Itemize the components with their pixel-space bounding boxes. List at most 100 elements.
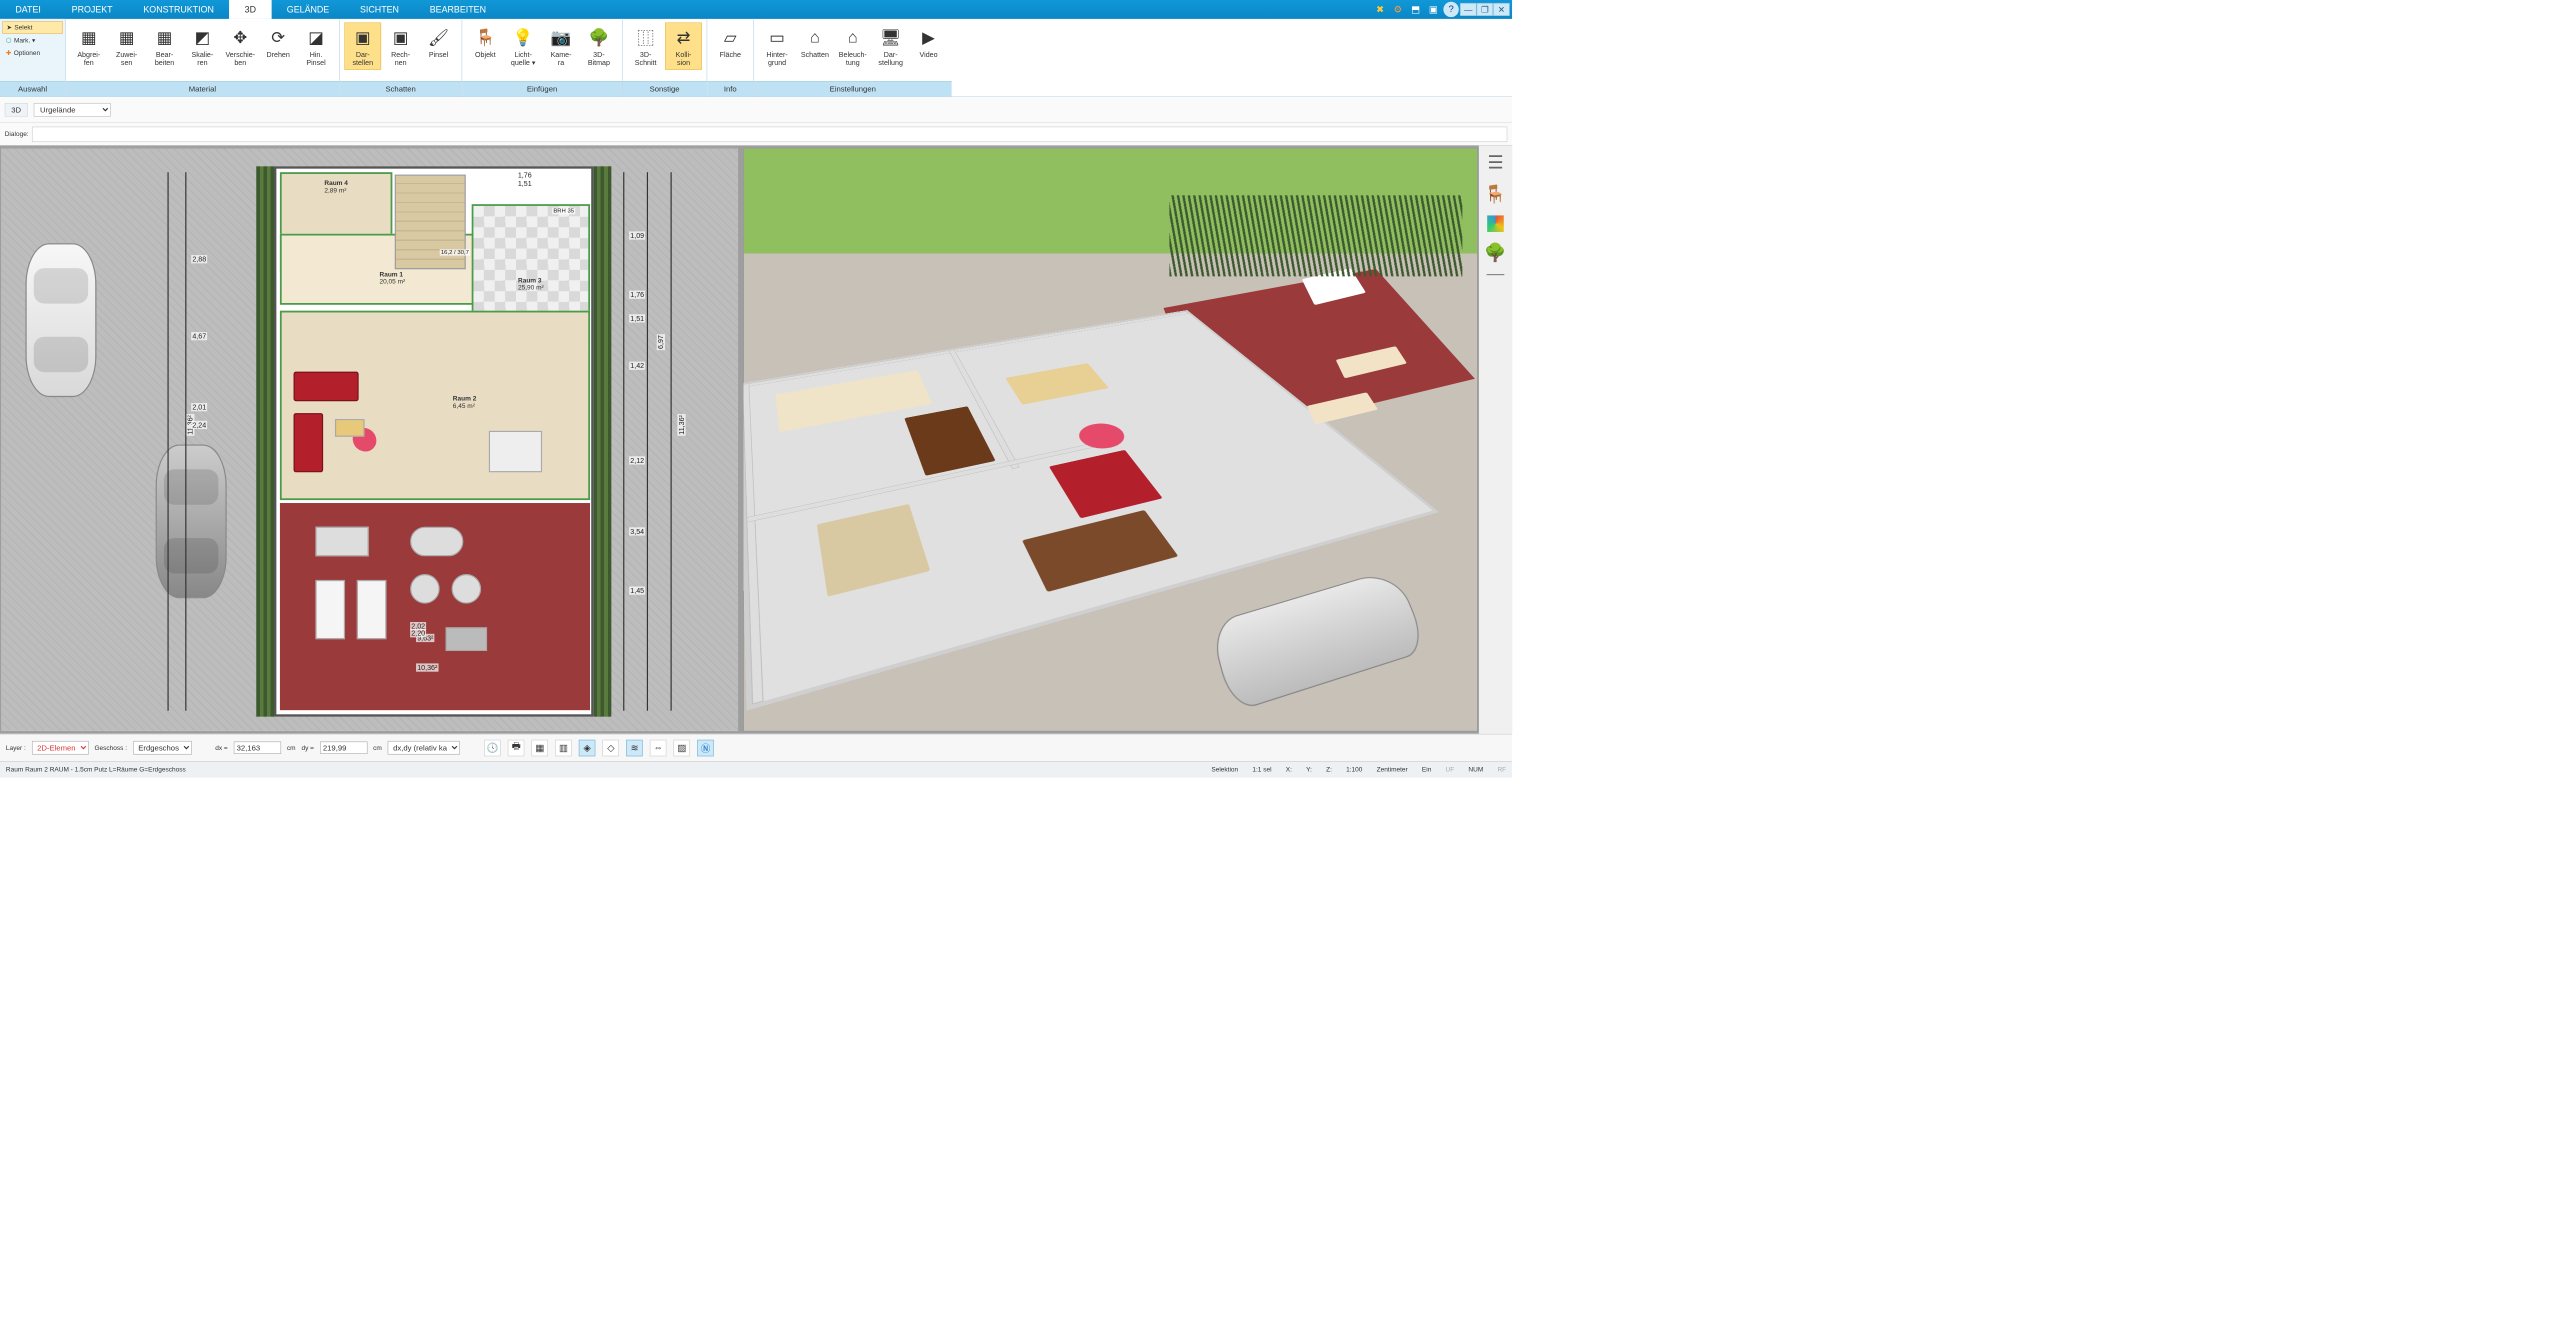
ribbon-item-beleuch-tung[interactable]: ⌂Beleuch-tung <box>834 22 871 69</box>
ribbon-item-zuwei-sen[interactable]: ▦Zuwei-sen <box>108 22 145 69</box>
ribbon-item-video[interactable]: ▶Video <box>910 22 947 61</box>
divider-icon <box>1487 274 1505 275</box>
ribbon-item-verschie-ben[interactable]: ✥Verschie-ben <box>222 22 259 69</box>
terrain-dropdown[interactable]: Urgelände <box>34 103 111 117</box>
fs: 16,2 / 30,7 <box>440 249 470 256</box>
palette-icon[interactable]: . <box>1487 215 1504 232</box>
layer-icon[interactable]: ≋ <box>626 739 643 756</box>
ribbon-icon: ▣ <box>351 25 375 49</box>
room-2[interactable]: Raum 26,45 m² <box>280 311 590 500</box>
ribbon-label: 3D-Schnitt <box>635 50 657 67</box>
terrace[interactable] <box>280 503 590 710</box>
group-label-material: Material <box>66 81 339 96</box>
snap1-icon[interactable]: ◈ <box>579 739 596 756</box>
window-icon[interactable]: ⬒ <box>1408 2 1423 17</box>
dim-right2: 11,36² <box>677 414 685 436</box>
ribbon-item-kame-ra[interactable]: 📷Kame-ra <box>543 22 580 69</box>
ribbon-item-abgrei-fen[interactable]: ▦Abgrei-fen <box>70 22 107 69</box>
ribbon-icon: ▦ <box>77 25 101 49</box>
dim-icon[interactable]: ⇔ <box>650 739 667 756</box>
newdoc-icon[interactable]: ▥ <box>555 739 572 756</box>
grid-icon[interactable]: ▦ <box>532 739 549 756</box>
furniture-icon[interactable]: 🪑 <box>1484 184 1506 205</box>
status-scale: 1:100 <box>1346 766 1362 773</box>
tree-icon[interactable]: 🌳 <box>1484 243 1506 264</box>
tab-bearbeiten[interactable]: BEARBEITEN <box>414 0 501 19</box>
tool-icon[interactable]: ✖ <box>1372 2 1387 17</box>
ribbon-icon: 🪑 <box>473 25 497 49</box>
layer-label: Layer : <box>6 744 26 751</box>
dim-212: 2,12 <box>629 456 645 464</box>
geschoss-select[interactable]: Erdgeschos <box>133 741 192 755</box>
tab-konstruktion[interactable]: KONSTRUKTION <box>128 0 229 19</box>
hatch-icon[interactable]: ▨ <box>674 739 691 756</box>
dx-label: dx = <box>215 744 227 751</box>
close-button[interactable]: ✕ <box>1493 3 1510 16</box>
viewport-3d[interactable] <box>743 148 1477 732</box>
minimize-button[interactable]: — <box>1460 3 1477 16</box>
mark-button[interactable]: ⬡Mark. ▾ <box>2 35 62 46</box>
ribbon-item-skalie-ren[interactable]: ◩Skalie-ren <box>184 22 221 69</box>
ribbon-item-pinsel[interactable]: 🖌Pinsel <box>420 22 457 61</box>
ribbon-item-drehen[interactable]: ⟳Drehen <box>260 22 297 61</box>
dim-354: 3,54 <box>629 527 645 535</box>
ribbon-icon: ◪ <box>304 25 328 49</box>
ribbon-group-auswahl: ➤Selekt ⬡Mark. ▾ ✚Optionen Auswahl <box>0 19 66 97</box>
ribbon-item-licht-quelle-[interactable]: 💡Licht-quelle ▾ <box>505 22 542 69</box>
dx-input[interactable] <box>234 742 281 754</box>
dim-224: 2,24 <box>191 421 207 429</box>
ribbon-item-dar-stellen[interactable]: ▣Dar-stellen <box>344 22 381 69</box>
dialog-input[interactable] <box>32 126 1507 141</box>
ribbon-item-kolli-sion[interactable]: ⇄Kolli-sion <box>665 22 702 69</box>
layout-icon[interactable]: ▣ <box>1426 2 1441 17</box>
ribbon-item-3d-bitmap[interactable]: 🌳3D-Bitmap <box>581 22 618 69</box>
ribbon-item-schatten[interactable]: ⌂Schatten <box>797 22 834 61</box>
tab-sichten[interactable]: SICHTEN <box>345 0 415 19</box>
tab-gelaende[interactable]: GELÄNDE <box>271 0 344 19</box>
status-y: Y: <box>1306 766 1312 773</box>
mark-icon: ⬡ <box>6 37 12 45</box>
north-icon[interactable]: Ⓝ <box>697 739 714 756</box>
ribbon-label: Hinter-grund <box>766 50 787 67</box>
ribbon-item-rech-nen[interactable]: ▣Rech-nen <box>382 22 419 69</box>
ribbon-item-hinter-grund[interactable]: ▭Hinter-grund <box>759 22 796 69</box>
clock-icon[interactable]: 🕓 <box>484 739 501 756</box>
ribbon-group-material: ▦Abgrei-fen▦Zuwei-sen▦Bear-beiten◩Skalie… <box>66 19 340 97</box>
ribbon-item-fl-che[interactable]: ▱Fläche <box>712 22 749 61</box>
group-label-einfuegen: Einfügen <box>462 81 622 96</box>
maximize-button[interactable]: ❐ <box>1477 3 1494 16</box>
status-x: X: <box>1286 766 1292 773</box>
status-rf: RF <box>1497 766 1506 773</box>
ribbon-group-schatten: ▣Dar-stellen▣Rech-nen🖌Pinsel Schatten <box>340 19 463 97</box>
car-2[interactable] <box>156 444 227 598</box>
dx-unit: cm <box>287 744 296 751</box>
layers-icon[interactable]: ☰ <box>1488 153 1504 174</box>
settings-icon[interactable]: ⚙ <box>1390 2 1405 17</box>
dy-input[interactable] <box>320 742 367 754</box>
ribbon-item-bear-beiten[interactable]: ▦Bear-beiten <box>146 22 183 69</box>
optionen-button[interactable]: ✚Optionen <box>2 47 62 58</box>
dialog-bar: Dialoge: <box>0 123 1512 145</box>
status-sel: 1:1 sel <box>1252 766 1271 773</box>
ribbon-label: Rech-nen <box>391 50 410 67</box>
coord-mode-select[interactable]: dx,dy (relativ ka <box>388 741 460 755</box>
ribbon-group-einfuegen: 🪑Objekt💡Licht-quelle ▾📷Kame-ra🌳3D-Bitmap… <box>462 19 622 97</box>
selekt-button[interactable]: ➤Selekt <box>2 21 62 33</box>
layer-select[interactable]: 2D-Elemen <box>32 741 89 755</box>
viewport-2d[interactable]: Raum 42,89 m² Raum 120,05 m² Raum 325,90… <box>1 148 738 732</box>
ribbon-icon: ✥ <box>228 25 252 49</box>
print-icon[interactable]: 🖶 <box>508 739 525 756</box>
tab-datei[interactable]: DATEI <box>0 0 56 19</box>
tab-projekt[interactable]: PROJEKT <box>56 0 128 19</box>
dim-right1: 6,97 <box>657 334 665 350</box>
snap2-icon[interactable]: ◇ <box>603 739 620 756</box>
help-icon[interactable]: ? <box>1443 2 1458 17</box>
status-ein: Ein <box>1422 766 1431 773</box>
ribbon-item-objekt[interactable]: 🪑Objekt <box>467 22 504 61</box>
tab-3d[interactable]: 3D <box>229 0 271 19</box>
ribbon-item-3d-schnitt[interactable]: ⿲3D-Schnitt <box>627 22 664 69</box>
ribbon-label: Dar-stellung <box>878 50 902 67</box>
ribbon-item-dar-stellung[interactable]: 🖥Dar-stellung <box>872 22 909 69</box>
ribbon-item-hin-pinsel[interactable]: ◪Hin.Pinsel <box>298 22 335 69</box>
car-1[interactable] <box>25 243 96 397</box>
